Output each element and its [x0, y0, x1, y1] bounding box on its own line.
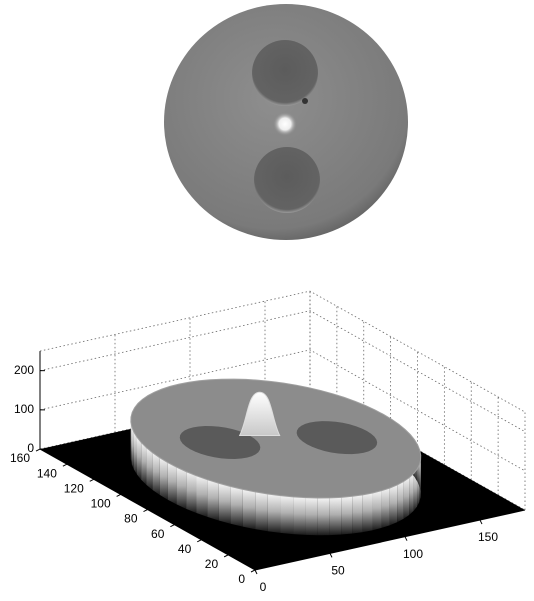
- x-tick-label: 100: [403, 547, 423, 561]
- surface-wall: [219, 483, 231, 523]
- surface-wall: [268, 494, 281, 533]
- y-tick-label: 140: [37, 466, 57, 480]
- surface-wall: [231, 487, 243, 527]
- surface-wall: [153, 453, 160, 495]
- y-tick: [197, 540, 201, 542]
- surface-wall: [160, 458, 168, 500]
- surface-wall: [141, 442, 146, 484]
- surface-wall: [363, 493, 373, 532]
- x-tick-label: 150: [478, 530, 498, 544]
- y-tick-label: 40: [178, 542, 192, 556]
- surface-wall: [409, 474, 413, 515]
- y-tick-label: 100: [91, 497, 111, 511]
- bright-spot: [273, 112, 297, 136]
- surface-wall: [390, 485, 397, 525]
- y-tick: [63, 464, 67, 466]
- surface-wall: [306, 498, 318, 536]
- dark-dot: [302, 98, 308, 104]
- x-tick: [405, 537, 407, 541]
- surface-wall: [330, 497, 342, 535]
- y-tick: [117, 494, 121, 496]
- surface-wall: [134, 432, 137, 474]
- x-tick: [480, 520, 482, 524]
- y-tick-label: 0: [238, 572, 245, 586]
- y-tick-label: 120: [64, 481, 84, 495]
- surface-wall: [280, 496, 293, 534]
- y-tick: [90, 479, 94, 481]
- surface-wall: [207, 480, 218, 521]
- surface-wall: [197, 476, 208, 517]
- surface-wall: [373, 491, 382, 531]
- x-tick: [330, 553, 332, 557]
- surface-wall: [397, 481, 403, 522]
- insert-lower: [254, 147, 320, 213]
- surface-wall: [341, 496, 352, 534]
- y-tick-label: 160: [10, 451, 30, 465]
- x-tick: [255, 570, 257, 574]
- z-tick-label: 200: [14, 363, 34, 377]
- y-tick: [251, 570, 255, 572]
- surface-wall: [186, 472, 196, 513]
- surface-wall: [137, 437, 141, 479]
- y-tick-label: 60: [151, 527, 165, 541]
- surface-wall: [177, 467, 187, 509]
- y-tick-label: 20: [205, 557, 219, 571]
- surface-wall: [131, 422, 132, 464]
- y-tick: [170, 525, 174, 527]
- surface-wall: [243, 489, 255, 529]
- surface-wall: [404, 478, 409, 519]
- surface-wall: [255, 492, 268, 531]
- surface-wall: [352, 495, 362, 534]
- z-tick-label: 100: [14, 402, 34, 416]
- y-tick: [224, 555, 228, 557]
- surface-wall: [293, 497, 305, 535]
- insert-upper: [252, 40, 318, 106]
- x-tick-label: 50: [331, 564, 345, 578]
- y-tick: [144, 510, 148, 512]
- figure: 0100200020406080100120140160050100150: [0, 0, 534, 601]
- y-tick-label: 80: [124, 512, 138, 526]
- surface-wall: [168, 463, 177, 505]
- surface-wall: [146, 448, 152, 490]
- x-tick-label: 0: [260, 580, 267, 594]
- y-tick: [36, 449, 40, 451]
- phantom-image: [164, 4, 408, 240]
- surface-wall: [318, 498, 330, 535]
- surface-wall: [382, 488, 390, 528]
- surface-wall: [132, 427, 134, 469]
